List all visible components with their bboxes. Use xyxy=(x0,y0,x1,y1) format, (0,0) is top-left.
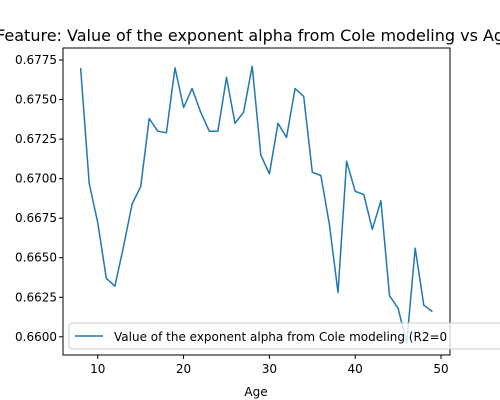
legend: Value of the exponent alpha from Cole mo… xyxy=(69,323,500,349)
x-tick-label: 30 xyxy=(262,362,277,376)
chart-title: Feature: Value of the exponent alpha fro… xyxy=(0,26,500,45)
x-tick-label: 50 xyxy=(433,362,448,376)
x-tick-label: 20 xyxy=(176,362,191,376)
y-tick-label: 0.6675 xyxy=(15,211,57,225)
x-tick-label: 10 xyxy=(90,362,105,376)
x-tick-label: 40 xyxy=(348,362,363,376)
y-tick-label: 0.6750 xyxy=(15,93,57,107)
y-tick-label: 0.6775 xyxy=(15,53,57,67)
legend-label: Value of the exponent alpha from Cole mo… xyxy=(114,330,447,344)
x-axis-label: Age xyxy=(244,385,267,399)
y-tick-label: 0.6725 xyxy=(15,132,57,146)
y-tick-label: 0.6600 xyxy=(15,330,57,344)
y-tick-label: 0.6625 xyxy=(15,290,57,304)
y-tick-label: 0.6700 xyxy=(15,172,57,186)
y-tick-label: 0.6650 xyxy=(15,251,57,265)
